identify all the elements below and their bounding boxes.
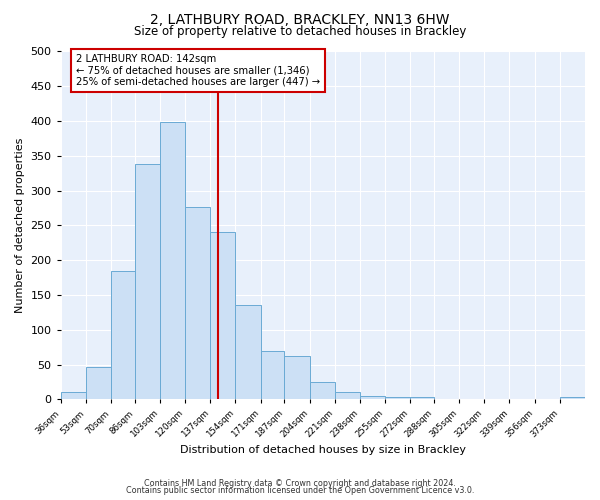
Bar bbox=[160, 122, 185, 400]
Y-axis label: Number of detached properties: Number of detached properties bbox=[15, 138, 25, 313]
Bar bbox=[410, 398, 434, 400]
Bar bbox=[560, 396, 585, 400]
Text: 2 LATHBURY ROAD: 142sqm
← 75% of detached houses are smaller (1,346)
25% of semi: 2 LATHBURY ROAD: 142sqm ← 75% of detache… bbox=[76, 54, 320, 87]
Bar bbox=[111, 272, 135, 400]
Text: Contains public sector information licensed under the Open Government Licence v3: Contains public sector information licen… bbox=[126, 486, 474, 495]
Bar bbox=[135, 164, 160, 400]
Text: Contains HM Land Registry data © Crown copyright and database right 2024.: Contains HM Land Registry data © Crown c… bbox=[144, 478, 456, 488]
Bar bbox=[61, 392, 86, 400]
Bar bbox=[260, 352, 284, 400]
Bar bbox=[185, 208, 210, 400]
Bar bbox=[335, 392, 360, 400]
Bar bbox=[210, 232, 235, 400]
Text: Size of property relative to detached houses in Brackley: Size of property relative to detached ho… bbox=[134, 25, 466, 38]
Text: 2, LATHBURY ROAD, BRACKLEY, NN13 6HW: 2, LATHBURY ROAD, BRACKLEY, NN13 6HW bbox=[150, 12, 450, 26]
Bar bbox=[360, 396, 385, 400]
Bar bbox=[385, 398, 410, 400]
X-axis label: Distribution of detached houses by size in Brackley: Distribution of detached houses by size … bbox=[180, 445, 466, 455]
Bar bbox=[310, 382, 335, 400]
Bar bbox=[86, 368, 111, 400]
Bar bbox=[235, 305, 260, 400]
Bar bbox=[284, 356, 310, 400]
